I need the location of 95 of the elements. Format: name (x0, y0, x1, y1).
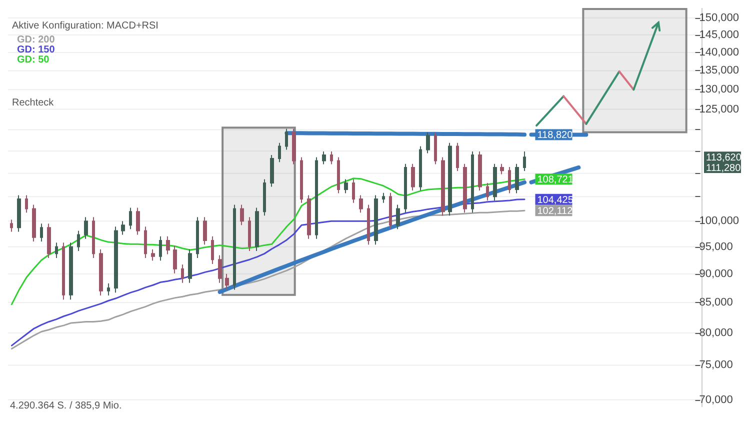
candlestick (32, 204, 36, 242)
candlestick (330, 150, 333, 165)
candlestick (426, 132, 430, 154)
candlestick (434, 132, 437, 165)
y-tick-label: 130,000 (699, 84, 740, 96)
candlestick (25, 194, 28, 214)
y-tick-label: 150,000 (699, 12, 740, 24)
candlestick (218, 254, 222, 284)
candlestick (322, 150, 326, 165)
candlestick (225, 273, 229, 290)
text: 111,280 (706, 163, 741, 174)
candlestick (151, 248, 155, 262)
candlestick (315, 156, 318, 240)
candlestick (188, 248, 192, 284)
candlestick (263, 178, 266, 216)
candlestick (278, 142, 281, 163)
candlestick (55, 242, 58, 258)
text: 113,620 (706, 152, 742, 164)
candlestick (10, 219, 13, 232)
candlestick (300, 156, 303, 204)
candlestick (389, 192, 392, 230)
data-label: 102,112 (537, 206, 574, 218)
candlestick (508, 166, 511, 194)
candlestick (523, 150, 526, 172)
annotation: Aktive Konfiguration: MACD+RSI (12, 20, 158, 32)
candlestick (144, 226, 147, 258)
candlestick (456, 142, 459, 172)
candlestick (77, 230, 80, 252)
candlestick (181, 264, 184, 284)
candlestick (463, 163, 467, 214)
y-tick-label: 100,000 (699, 215, 740, 228)
candlestick (448, 142, 452, 216)
candlestick (173, 245, 177, 274)
candlestick (136, 207, 140, 236)
y-tick-label: 90,000 (699, 268, 733, 280)
y-tick-label: 75,000 (699, 359, 733, 372)
candlestick (292, 128, 296, 165)
candlestick (47, 223, 51, 258)
candlestick (114, 226, 118, 294)
candlestick (255, 207, 259, 252)
y-tick-label: 70,000 (699, 394, 733, 406)
candlestick (203, 216, 207, 246)
candlestick (248, 216, 251, 252)
candlestick (337, 156, 340, 194)
candlestick (396, 204, 400, 230)
candlestick (166, 236, 170, 255)
text: GD: 200 (17, 34, 56, 46)
data-label: 118,820 (537, 130, 574, 142)
candlestick (344, 178, 348, 194)
line-series (10, 178, 526, 306)
y-tick-label: 135,000 (699, 64, 740, 77)
candlestick (352, 178, 355, 204)
candlestick (419, 146, 422, 191)
candlestick (270, 154, 274, 188)
candlestick (62, 242, 65, 300)
candlestick (359, 194, 363, 214)
candlestick (471, 150, 474, 214)
candlestick (500, 163, 504, 175)
candlestick (233, 204, 236, 290)
candlestick (129, 207, 132, 230)
candlestick (69, 242, 73, 300)
candlestick (107, 282, 110, 296)
candlestick (411, 163, 415, 191)
candlestick (307, 194, 311, 240)
annotation: Rechteck (12, 98, 55, 108)
candlestick (121, 220, 125, 236)
data-label: 108,721 (537, 174, 574, 186)
candlestick (441, 156, 445, 216)
y-tick-label: 80,000 (699, 326, 733, 339)
y-tick-label: 95,000 (699, 240, 733, 253)
text: GD: 50 (17, 54, 50, 66)
candlestick (92, 216, 95, 258)
y-tick-label: 140,000 (699, 46, 740, 58)
candlestick (99, 248, 103, 296)
candlestick (478, 150, 482, 191)
candlestick (211, 236, 214, 264)
candlestick (367, 204, 370, 246)
candlestick (240, 204, 244, 226)
candlestick (159, 236, 162, 262)
y-tick-label: 85,000 (699, 296, 733, 309)
y-tick-label: 125,000 (699, 103, 740, 116)
text: GD: 150 (17, 44, 56, 56)
candlestick (493, 163, 497, 201)
y-tick-label: 145,000 (699, 28, 740, 41)
candlestick (84, 216, 88, 240)
candlestick (285, 128, 288, 150)
candlestick (486, 182, 489, 201)
candlestick (17, 194, 21, 232)
annotation: 4.290.364 S. / 385,9 Mio. (10, 400, 122, 412)
candlestick (40, 223, 43, 242)
candlestick (404, 163, 407, 214)
candlestick (515, 163, 519, 194)
candlestick (382, 192, 385, 204)
candlestick (374, 194, 378, 246)
candlestick (196, 216, 199, 258)
